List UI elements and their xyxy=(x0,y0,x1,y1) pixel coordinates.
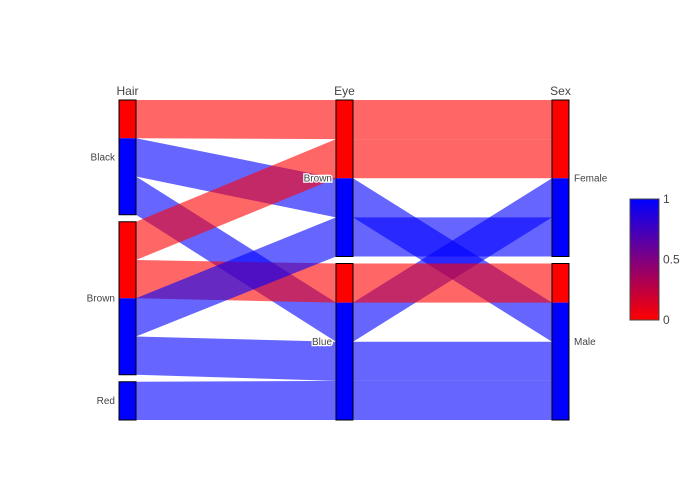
category-bar-outline xyxy=(335,99,354,257)
dimension-label-sex: Sex xyxy=(550,84,571,98)
category-label-hair-black: Black xyxy=(91,152,116,163)
category-bar-outline xyxy=(118,381,137,421)
ribbon-hair-eye[interactable] xyxy=(136,139,336,260)
category-bar-segment xyxy=(119,221,136,299)
category-bar-outline xyxy=(551,99,570,257)
ribbons-layer xyxy=(136,100,552,420)
category-bar-outline xyxy=(335,263,354,421)
category-label-sex-male: Male xyxy=(574,337,596,348)
category-bar-eye-blue[interactable] xyxy=(335,263,354,421)
category-label-sex-female: Female xyxy=(574,173,608,184)
category-bar-segment xyxy=(119,381,136,420)
ribbon-hair-eye[interactable] xyxy=(136,380,336,420)
category-bar-hair-red[interactable] xyxy=(118,381,137,421)
category-bar-segment xyxy=(552,302,569,420)
category-bar-segment xyxy=(119,298,136,375)
category-bar-sex-male[interactable] xyxy=(551,263,570,421)
ribbon-hair-eye[interactable] xyxy=(136,217,336,337)
colorbar: 00.51 xyxy=(629,192,680,327)
category-bar-segment xyxy=(336,178,353,257)
category-label-hair-red: Red xyxy=(97,396,115,407)
ribbon-eye-sex[interactable] xyxy=(353,139,552,179)
colorbar-tick-label: 0.5 xyxy=(663,253,680,267)
category-bar-segment xyxy=(552,178,569,257)
category-bar-segment xyxy=(336,100,353,179)
category-bar-segment xyxy=(336,302,353,420)
labels-layer: Hair Black Brown Red Eye Brown Blue Sex Female Ma… xyxy=(87,84,608,407)
category-bar-outline xyxy=(551,263,570,421)
category-label-eye-blue: Blue xyxy=(312,337,332,348)
category-bar-hair-black[interactable] xyxy=(118,99,137,216)
ribbon-eye-sex[interactable] xyxy=(353,100,552,140)
ribbon-eye-sex[interactable] xyxy=(353,217,552,257)
category-label-hair-brown: Brown xyxy=(87,293,115,304)
ribbon-hair-eye[interactable] xyxy=(136,100,336,140)
category-bar-hair-brown[interactable] xyxy=(118,221,137,376)
ribbon-eye-sex[interactable] xyxy=(353,341,552,381)
category-bar-segment xyxy=(119,138,136,215)
category-bar-outline xyxy=(118,221,137,376)
category-bar-eye-brown[interactable] xyxy=(335,99,354,257)
category-bars-layer xyxy=(118,99,570,421)
ribbon-hair-eye[interactable] xyxy=(136,336,336,381)
category-label-eye-brown: Brown xyxy=(304,173,332,184)
category-bar-segment xyxy=(552,100,569,179)
dimension-label-hair: Hair xyxy=(116,84,138,98)
category-bar-segment xyxy=(552,263,569,303)
colorbar-gradient xyxy=(629,198,660,321)
category-bar-segment xyxy=(119,100,136,139)
category-bar-sex-female[interactable] xyxy=(551,99,570,257)
category-bar-segment xyxy=(336,263,353,303)
colorbar-tick-label: 1 xyxy=(663,192,670,206)
dimension-label-eye: Eye xyxy=(334,84,355,98)
colorbar-tick-label: 0 xyxy=(663,313,670,327)
ribbon-eye-sex[interactable] xyxy=(353,263,552,303)
category-bar-outline xyxy=(118,99,137,216)
ribbon-eye-sex[interactable] xyxy=(353,380,552,420)
